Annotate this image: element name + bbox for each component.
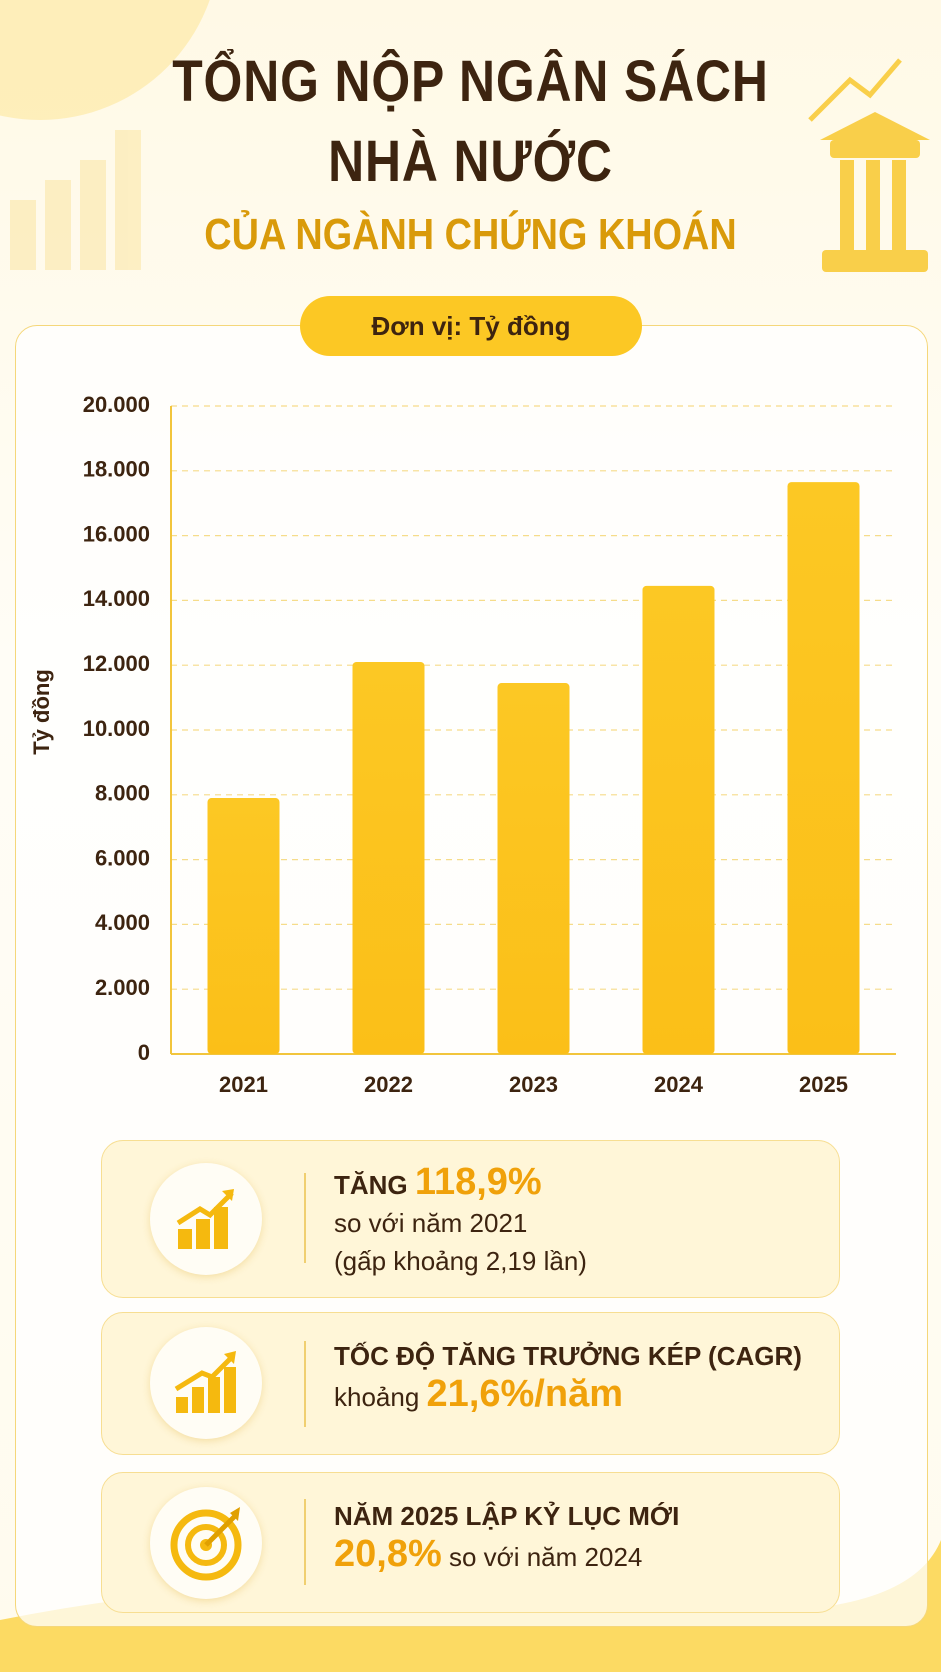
bar <box>497 683 570 1054</box>
x-tick-label: 2021 <box>219 1072 268 1097</box>
y-tick-label: 2.000 <box>95 975 150 1000</box>
highlight-card: TỐC ĐỘ TĂNG TRƯỞNG KÉP (CAGR) khoảng 21,6… <box>101 1312 840 1455</box>
icon <box>150 1327 262 1439</box>
text: so với năm 2021 <box>334 1208 528 1238</box>
highlight-text: NĂM 2025 LẬP KỶ LỤC MỚI 20,8% so với năm … <box>334 1497 679 1576</box>
bar <box>642 585 715 1054</box>
y-tick-label: 12.000 <box>83 651 150 676</box>
text: khoảng <box>334 1382 420 1412</box>
y-tick-label: 8.000 <box>95 781 150 806</box>
highlight-text: TĂNG 118,9% so với năm 2021 (gấp khoảng 2,… <box>334 1163 587 1280</box>
bar <box>207 798 280 1054</box>
y-axis-label: Tỷ đồng <box>29 669 54 755</box>
chart: Tỷ đồng 0 2.000 4.000 6.000 8.000 10.000 12.00… <box>29 392 896 1097</box>
y-tick-label: 6.000 <box>95 845 150 870</box>
icon <box>150 1487 262 1599</box>
bar <box>787 482 860 1054</box>
text: 118,9% <box>414 1161 542 1203</box>
title: NHÀ NƯỚC <box>328 129 613 194</box>
highlight-card: NĂM 2025 LẬP KỶ LỤC MỚI 20,8% so với năm … <box>101 1472 840 1613</box>
y-tick-label: 4.000 <box>95 910 150 935</box>
text: NĂM 2025 LẬP KỶ LỤC MỚI <box>334 1501 680 1531</box>
text: so với năm 2024 <box>448 1542 643 1572</box>
title: TỔNG NỘP NGÂN SÁCH <box>172 49 769 114</box>
x-tick-label: 2023 <box>509 1072 558 1097</box>
y-tick-label: 10.000 <box>83 716 150 741</box>
y-tick-label: 20.000 <box>83 392 150 417</box>
x-tick-label: 2024 <box>654 1072 704 1097</box>
x-tick-label: 2025 <box>799 1072 848 1097</box>
x-tick-label: 2022 <box>364 1072 413 1097</box>
y-tick-label: 18.000 <box>83 457 150 482</box>
y-tick-label: 0 <box>138 1040 150 1065</box>
y-tick-label: 14.000 <box>83 586 150 611</box>
subtitle: CỦA NGÀNH CHỨNG KHOÁN <box>204 210 737 259</box>
highlight-text: TỐC ĐỘ TĂNG TRƯỞNG KÉP (CAGR) khoảng 21,6… <box>334 1337 802 1416</box>
icon <box>150 1163 262 1275</box>
text: (gấp khoảng 2,19 lần) <box>334 1246 587 1276</box>
text: TĂNG <box>334 1170 408 1200</box>
y-tick-label: 16.000 <box>83 521 150 546</box>
highlight-card: TĂNG 118,9% so với năm 2021 (gấp khoảng 2,… <box>101 1140 840 1298</box>
text: 20,8% <box>334 1533 442 1575</box>
text: 21,6%/năm <box>426 1373 623 1415</box>
bar <box>352 661 425 1054</box>
unit-badge: Đơn vị: Tỷ đồng <box>300 296 642 356</box>
text: TỐC ĐỘ TĂNG TRƯỞNG KÉP (CAGR) <box>334 1341 802 1371</box>
